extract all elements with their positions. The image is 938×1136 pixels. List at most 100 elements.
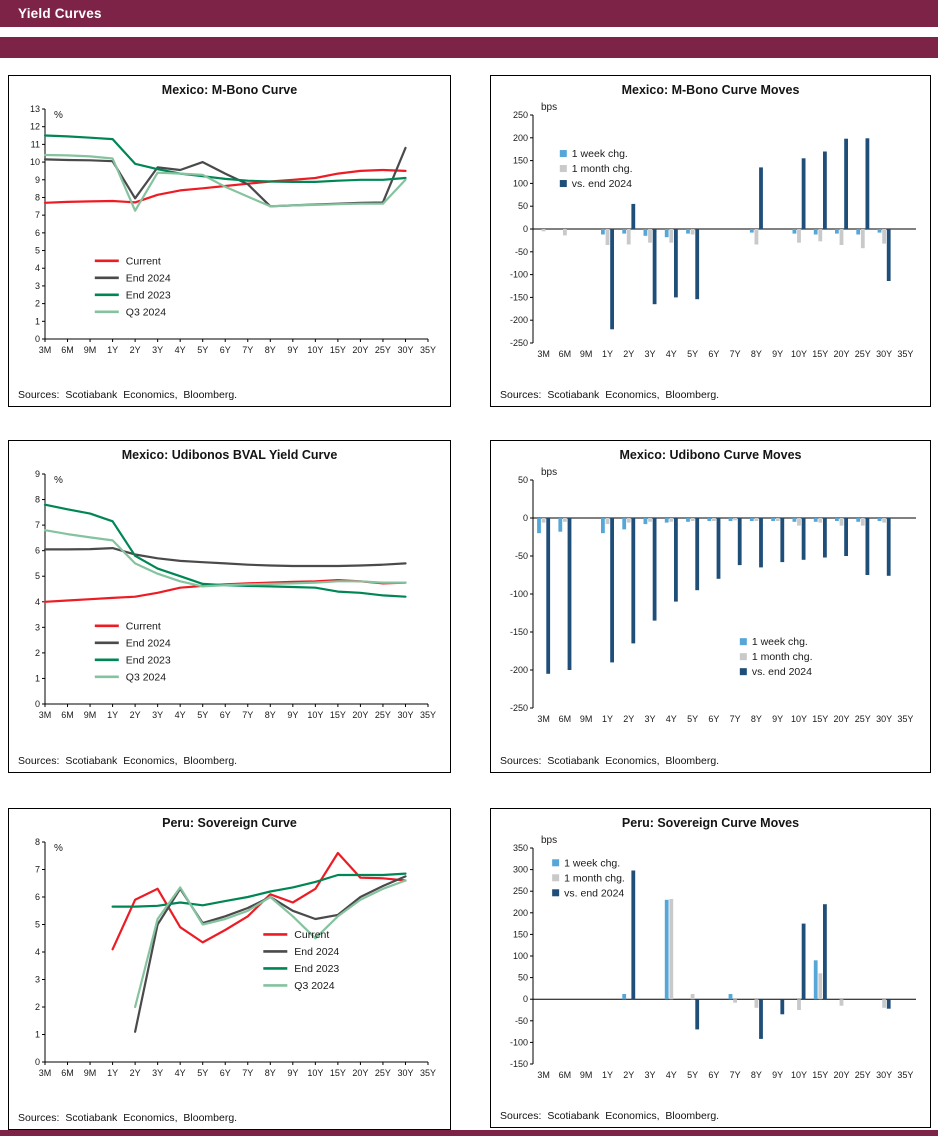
svg-text:End 2023: End 2023: [294, 963, 339, 975]
svg-text:-200: -200: [510, 665, 528, 675]
svg-text:100: 100: [513, 178, 528, 188]
svg-text:3Y: 3Y: [645, 1070, 656, 1080]
svg-text:1Y: 1Y: [602, 1070, 613, 1080]
svg-text:30Y: 30Y: [876, 1070, 892, 1080]
svg-text:20Y: 20Y: [834, 714, 850, 724]
svg-text:9Y: 9Y: [287, 710, 298, 720]
svg-text:-100: -100: [510, 270, 528, 280]
svg-text:9: 9: [35, 469, 40, 479]
svg-text:1: 1: [35, 673, 40, 683]
svg-text:9M: 9M: [84, 710, 97, 720]
svg-text:3Y: 3Y: [645, 349, 656, 359]
chart-title: Mexico: Udibonos BVAL Yield Curve: [121, 448, 338, 462]
svg-text:7: 7: [35, 865, 40, 875]
svg-text:4: 4: [35, 597, 40, 607]
decorative-band: [0, 37, 938, 58]
svg-text:350: 350: [513, 843, 528, 853]
svg-text:3M: 3M: [39, 710, 52, 720]
svg-text:vs. end 2024: vs. end 2024: [752, 666, 812, 678]
svg-text:15Y: 15Y: [330, 710, 346, 720]
svg-text:5Y: 5Y: [197, 710, 208, 720]
svg-text:30Y: 30Y: [397, 710, 413, 720]
svg-text:7Y: 7Y: [730, 1070, 741, 1080]
svg-text:8: 8: [35, 837, 40, 847]
svg-text:End 2023: End 2023: [126, 654, 171, 666]
svg-text:3Y: 3Y: [645, 714, 656, 724]
svg-text:8: 8: [35, 495, 40, 505]
svg-text:20Y: 20Y: [352, 710, 368, 720]
svg-text:vs. end 2024: vs. end 2024: [572, 178, 632, 190]
svg-text:15Y: 15Y: [330, 345, 346, 355]
svg-text:End 2024: End 2024: [126, 272, 171, 284]
svg-text:35Y: 35Y: [897, 349, 913, 359]
svg-text:-250: -250: [510, 338, 528, 348]
svg-text:Q3 2024: Q3 2024: [126, 306, 166, 318]
svg-text:15Y: 15Y: [812, 349, 828, 359]
svg-text:150: 150: [513, 929, 528, 939]
svg-text:2Y: 2Y: [623, 714, 634, 724]
svg-text:1 week chg.: 1 week chg.: [564, 857, 620, 869]
svg-text:8: 8: [35, 192, 40, 202]
svg-text:25Y: 25Y: [375, 345, 391, 355]
svg-text:5: 5: [35, 920, 40, 930]
svg-text:1 week chg.: 1 week chg.: [752, 636, 808, 648]
svg-text:8Y: 8Y: [265, 345, 276, 355]
svg-text:50: 50: [518, 201, 528, 211]
svg-text:30Y: 30Y: [876, 349, 892, 359]
svg-text:Q3 2024: Q3 2024: [126, 671, 166, 683]
svg-text:-200: -200: [510, 315, 528, 325]
svg-text:6: 6: [35, 892, 40, 902]
svg-text:-100: -100: [510, 1037, 528, 1047]
svg-text:7Y: 7Y: [242, 710, 253, 720]
svg-text:6: 6: [35, 228, 40, 238]
bottom-border: [0, 1130, 938, 1136]
svg-text:-150: -150: [510, 1059, 528, 1069]
svg-text:3M: 3M: [537, 1070, 550, 1080]
svg-text:10Y: 10Y: [307, 1068, 323, 1078]
svg-text:5: 5: [35, 246, 40, 256]
svg-text:8Y: 8Y: [265, 710, 276, 720]
svg-text:5Y: 5Y: [687, 1070, 698, 1080]
svg-text:-50: -50: [515, 551, 528, 561]
svg-text:3Y: 3Y: [152, 710, 163, 720]
svg-text:30Y: 30Y: [876, 714, 892, 724]
svg-text:7Y: 7Y: [242, 1068, 253, 1078]
svg-text:7: 7: [35, 520, 40, 530]
svg-text:20Y: 20Y: [352, 345, 368, 355]
svg-text:300: 300: [513, 865, 528, 875]
svg-text:9Y: 9Y: [772, 1070, 783, 1080]
svg-text:2Y: 2Y: [130, 710, 141, 720]
svg-text:6: 6: [35, 546, 40, 556]
svg-text:0: 0: [523, 513, 528, 523]
svg-text:bps: bps: [541, 102, 557, 113]
svg-text:10Y: 10Y: [791, 349, 807, 359]
svg-text:2Y: 2Y: [130, 345, 141, 355]
udibono-moves-bar-chart: -250 -200 -150 -100 -50 0 50 3M 6M 9M 1Y 2Y 3Y 4Y 5Y 6Y…: [510, 467, 916, 724]
svg-text:3Y: 3Y: [152, 345, 163, 355]
svg-text:4Y: 4Y: [666, 714, 677, 724]
svg-text:2Y: 2Y: [623, 1070, 634, 1080]
page-title: Yield Curves: [18, 6, 102, 21]
svg-text:6Y: 6Y: [220, 1068, 231, 1078]
chart-title: Peru: Sovereign Curve: [162, 816, 297, 830]
svg-text:2: 2: [35, 648, 40, 658]
svg-text:3Y: 3Y: [152, 1068, 163, 1078]
svg-text:0: 0: [523, 224, 528, 234]
svg-text:12: 12: [30, 122, 40, 132]
udibonos-curve-line-chart: 0 1 2 3 4 5 6 7 8 9 3M 6M 9M 1Y 2Y 3Y 4Y 5Y 6Y 7Y 8Y 9Y 10Y 15Y…: [35, 469, 436, 720]
svg-text:2: 2: [35, 1002, 40, 1012]
svg-text:4Y: 4Y: [175, 1068, 186, 1078]
svg-text:-150: -150: [510, 292, 528, 302]
svg-text:bps: bps: [541, 467, 557, 478]
svg-text:100: 100: [513, 951, 528, 961]
svg-text:8Y: 8Y: [265, 1068, 276, 1078]
svg-text:50: 50: [518, 475, 528, 485]
svg-text:25Y: 25Y: [855, 349, 871, 359]
chart-panel-peru-curve: Peru: Sovereign Curve 0 1 2 3 4 5 6 7 8 3M 6M 9M 1Y 2…: [8, 808, 451, 1130]
svg-text:4: 4: [35, 263, 40, 273]
svg-text:6Y: 6Y: [220, 710, 231, 720]
svg-text:9M: 9M: [84, 1068, 97, 1078]
svg-text:Q3 2024: Q3 2024: [294, 980, 334, 992]
svg-text:0: 0: [35, 699, 40, 709]
